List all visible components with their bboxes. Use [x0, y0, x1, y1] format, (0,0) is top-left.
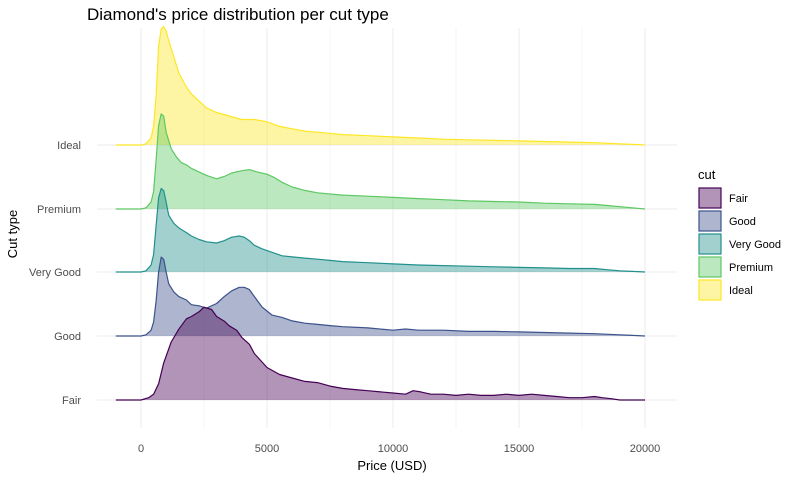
- x-tick-label: 15000: [504, 443, 535, 455]
- ridge-area-premium: [115, 113, 646, 209]
- ridge-area-ideal: [115, 26, 646, 146]
- grid: [97, 28, 677, 428]
- legend-key: [698, 187, 722, 209]
- legend-label: Good: [729, 216, 756, 228]
- ridge-area-fair: [115, 307, 646, 400]
- y-tick-label: Fair: [62, 395, 81, 407]
- x-tick-label: 20000: [630, 443, 661, 455]
- y-tick-label: Good: [54, 331, 81, 343]
- legend-label: Very Good: [729, 239, 781, 251]
- x-tick-label: 5000: [255, 443, 279, 455]
- legend-title: cut: [698, 167, 716, 182]
- ridge-line-very-good: [115, 187, 646, 273]
- legend-label: Fair: [729, 193, 748, 205]
- legend-key: [698, 233, 722, 255]
- x-tick-label: 10000: [378, 443, 409, 455]
- ridge-area-very-good: [115, 188, 646, 272]
- legend-label: Premium: [729, 262, 773, 274]
- chart-title: Diamond's price distribution per cut typ…: [87, 5, 389, 24]
- y-axis-title: Cut type: [5, 210, 20, 258]
- y-tick-label: Premium: [37, 204, 81, 216]
- legend: cut Fair Good Very Good Premium Ideal: [698, 167, 781, 301]
- ridge-area-good: [115, 257, 646, 336]
- legend-key: [698, 256, 722, 278]
- ridge-line-premium: [115, 113, 646, 210]
- y-tick-label: Ideal: [57, 140, 81, 152]
- ridge-line-good: [115, 256, 646, 337]
- y-tick-label: Very Good: [29, 267, 81, 279]
- ridge-line-fair: [115, 306, 645, 401]
- x-axis-title: Price (USD): [357, 458, 426, 473]
- ridges: [115, 26, 646, 401]
- legend-key: [698, 210, 722, 232]
- ridge-line-ideal: [115, 26, 646, 146]
- legend-key: [698, 279, 722, 301]
- legend-label: Ideal: [729, 285, 753, 297]
- x-tick-label: 0: [138, 443, 144, 455]
- axis-ticks: 0 5000 10000 15000 20000 Fair Good Very Good Pre…: [29, 140, 660, 455]
